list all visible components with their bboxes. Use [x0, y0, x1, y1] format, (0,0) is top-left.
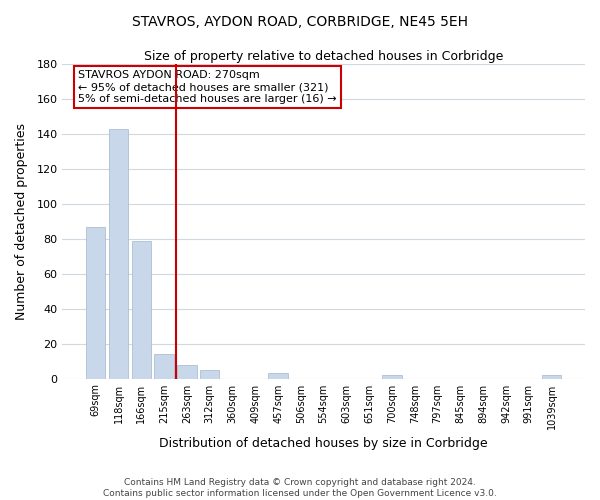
Bar: [154, 354, 174, 378]
Bar: [200, 370, 220, 378]
X-axis label: Distribution of detached houses by size in Corbridge: Distribution of detached houses by size …: [160, 437, 488, 450]
Text: STAVROS AYDON ROAD: 270sqm
← 95% of detached houses are smaller (321)
5% of semi: STAVROS AYDON ROAD: 270sqm ← 95% of deta…: [78, 70, 337, 104]
Bar: [86, 226, 106, 378]
Bar: [131, 240, 151, 378]
Bar: [177, 364, 197, 378]
Bar: [109, 129, 128, 378]
Y-axis label: Number of detached properties: Number of detached properties: [15, 123, 28, 320]
Bar: [542, 375, 561, 378]
Text: STAVROS, AYDON ROAD, CORBRIDGE, NE45 5EH: STAVROS, AYDON ROAD, CORBRIDGE, NE45 5EH: [132, 15, 468, 29]
Bar: [268, 374, 288, 378]
Text: Contains HM Land Registry data © Crown copyright and database right 2024.
Contai: Contains HM Land Registry data © Crown c…: [103, 478, 497, 498]
Title: Size of property relative to detached houses in Corbridge: Size of property relative to detached ho…: [144, 50, 503, 63]
Bar: [382, 375, 402, 378]
